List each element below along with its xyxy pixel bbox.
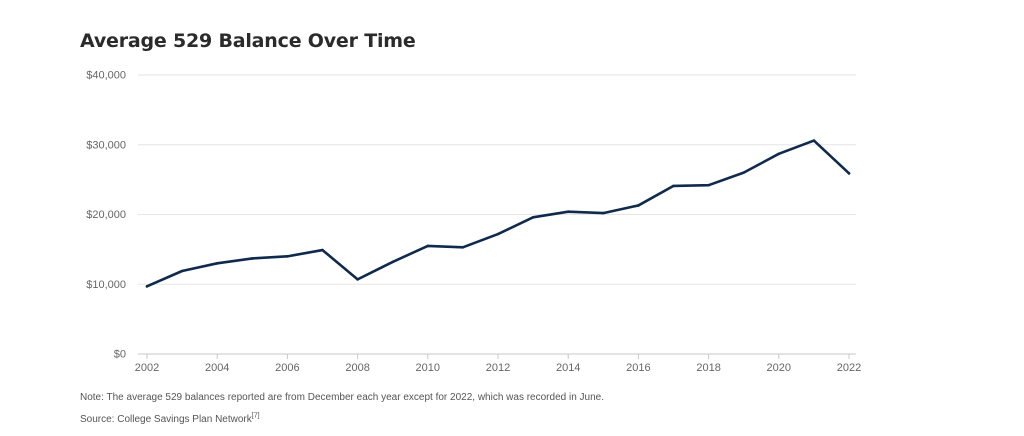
x-tick-label: 2010 <box>416 362 440 374</box>
x-tick-label: 2002 <box>135 362 159 374</box>
x-tick-label: 2006 <box>275 362 299 374</box>
x-tick-label: 2020 <box>767 362 791 374</box>
data-point <box>286 255 289 258</box>
grid-lines <box>138 74 856 355</box>
x-tick-label: 2004 <box>205 362 229 374</box>
x-tick-label: 2018 <box>696 362 720 374</box>
chart-source: Source: College Savings Plan Network[7] <box>80 412 260 425</box>
data-point <box>356 278 359 281</box>
source-text: Source: College Savings Plan Network <box>80 414 252 425</box>
x-tick-label: 2014 <box>556 362 580 374</box>
data-point <box>602 211 605 215</box>
x-tick-label: 2022 <box>837 362 861 374</box>
y-tick-label: $20,000 <box>86 209 126 221</box>
data-point <box>847 172 851 175</box>
data-point <box>215 262 219 265</box>
data-point <box>812 139 816 142</box>
y-tick-label: $10,000 <box>86 279 126 291</box>
x-tick-label: 2012 <box>486 362 510 374</box>
data-point <box>321 248 324 252</box>
data-point <box>145 285 149 288</box>
series-layer <box>145 139 851 288</box>
data-point <box>426 244 430 248</box>
data-point <box>566 210 570 214</box>
data-point <box>251 257 254 260</box>
y-axis: $0 $10,000 $20,000 $30,000 $40,000 <box>86 70 126 361</box>
chart-title: Average 529 Balance Over Time <box>80 30 416 52</box>
series-line <box>145 139 851 288</box>
data-point <box>637 204 640 207</box>
chart-note: Note: The average 529 balances reported … <box>80 392 604 403</box>
data-point <box>707 183 710 187</box>
data-point <box>496 232 500 236</box>
y-tick-label: $40,000 <box>86 70 126 82</box>
data-point <box>742 171 745 174</box>
y-tick-label: $30,000 <box>86 139 126 151</box>
x-tick-label: 2016 <box>626 362 650 374</box>
data-point <box>672 184 675 188</box>
x-axis: 2002 2004 2006 2008 2010 2012 2014 2016 2018 2020… <box>135 354 861 374</box>
data-point <box>531 215 535 219</box>
x-tick-label: 2008 <box>345 362 369 374</box>
source-reference: [7] <box>251 412 260 420</box>
data-point <box>461 245 465 249</box>
data-point <box>391 260 395 264</box>
y-tick-label: $0 <box>114 349 126 361</box>
data-point <box>180 269 184 273</box>
data-point <box>777 152 781 156</box>
